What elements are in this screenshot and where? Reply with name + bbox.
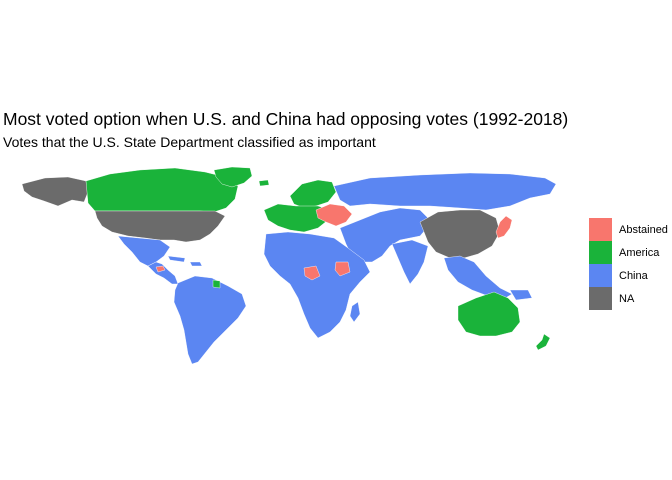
region-india	[391, 239, 429, 285]
region-new-zealand	[535, 333, 551, 351]
legend-key-abstained	[589, 218, 612, 241]
region-central-america	[147, 261, 179, 285]
legend-item-america: America	[589, 241, 668, 264]
region-eastern-europe	[315, 203, 353, 227]
region-madagascar	[349, 301, 361, 323]
region-iceland	[258, 179, 270, 187]
region-alaska	[21, 176, 89, 207]
region-central-african-republic	[303, 265, 321, 281]
region-mexico	[117, 235, 171, 267]
region-southeast-asia	[443, 255, 513, 301]
region-united-states	[94, 210, 226, 243]
legend-label-abstained: Abstained	[619, 223, 668, 236]
region-papua-new-guinea	[509, 289, 533, 301]
legend-label-america: America	[619, 246, 660, 259]
region-south-sudan	[334, 261, 351, 277]
legend-label-na: NA	[619, 292, 635, 305]
legend-key-china	[589, 264, 612, 287]
region-caribbean	[189, 261, 203, 267]
region-russia	[333, 172, 557, 211]
legend-label-china: China	[619, 269, 648, 282]
legend-item-china: China	[589, 264, 668, 287]
region-greenland	[213, 166, 253, 188]
region-australia	[457, 291, 521, 337]
region-suriname	[212, 279, 221, 289]
chart-title: Most voted option when U.S. and China ha…	[3, 109, 569, 129]
region-africa	[263, 231, 371, 339]
legend-item-abstained: Abstained	[589, 218, 668, 241]
region-japan	[495, 215, 513, 239]
region-cuba	[167, 255, 186, 263]
chart-subtitle: Votes that the U.S. State Department cla…	[3, 134, 376, 150]
legend-item-na: NA	[589, 287, 668, 310]
region-honduras	[155, 265, 166, 273]
legend-key-na	[589, 287, 612, 310]
region-scandinavia	[289, 179, 337, 209]
legend: Abstained America China NA	[589, 218, 668, 310]
region-china	[419, 209, 501, 259]
region-western-europe	[263, 203, 331, 233]
region-south-america	[173, 275, 247, 365]
legend-key-america	[589, 241, 612, 264]
